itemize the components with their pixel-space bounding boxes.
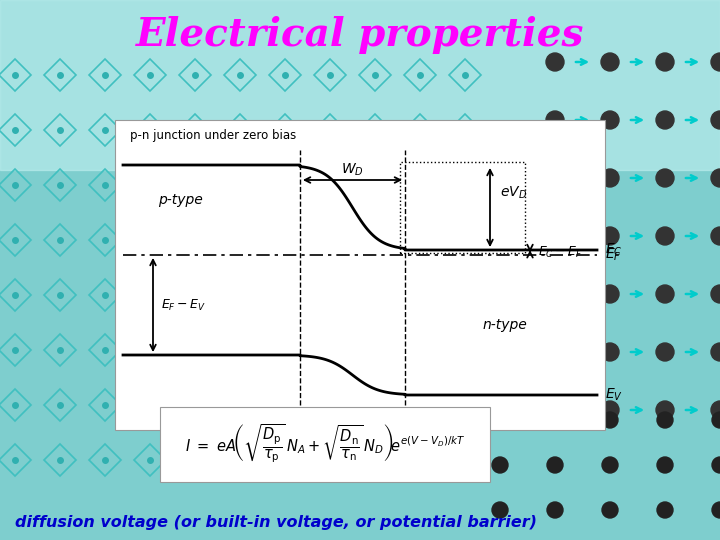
Circle shape <box>601 343 619 361</box>
Text: p-n junction under zero bias: p-n junction under zero bias <box>130 130 296 143</box>
Circle shape <box>601 111 619 129</box>
Circle shape <box>546 227 564 245</box>
Bar <box>0 0 720 170</box>
Text: $E_C$: $E_C$ <box>605 242 623 258</box>
Circle shape <box>601 227 619 245</box>
Circle shape <box>657 502 673 518</box>
Bar <box>115 120 605 430</box>
Circle shape <box>712 502 720 518</box>
Circle shape <box>546 53 564 71</box>
Circle shape <box>656 169 674 187</box>
Circle shape <box>656 111 674 129</box>
Text: $E_C - E_F$: $E_C - E_F$ <box>538 245 582 260</box>
Circle shape <box>547 502 563 518</box>
Circle shape <box>602 412 618 428</box>
Circle shape <box>656 401 674 419</box>
Circle shape <box>492 502 508 518</box>
Circle shape <box>601 53 619 71</box>
Circle shape <box>546 169 564 187</box>
Circle shape <box>712 457 720 473</box>
Circle shape <box>711 169 720 187</box>
Circle shape <box>656 285 674 303</box>
Circle shape <box>601 169 619 187</box>
Circle shape <box>546 343 564 361</box>
Circle shape <box>546 111 564 129</box>
Text: $W_D$: $W_D$ <box>341 161 364 178</box>
Circle shape <box>712 412 720 428</box>
Text: $E_F - E_V$: $E_F - E_V$ <box>161 298 206 313</box>
Circle shape <box>492 457 508 473</box>
Circle shape <box>601 285 619 303</box>
Circle shape <box>657 457 673 473</box>
Circle shape <box>656 343 674 361</box>
Circle shape <box>711 53 720 71</box>
Circle shape <box>547 412 563 428</box>
Circle shape <box>657 412 673 428</box>
Circle shape <box>711 401 720 419</box>
Text: n-type: n-type <box>482 318 527 332</box>
Text: $I \ = \ eA\!\left(\sqrt{\dfrac{D_{\rm p}}{\tau_{\rm p}}}\,N_A + \sqrt{\dfrac{D_: $I \ = \ eA\!\left(\sqrt{\dfrac{D_{\rm p… <box>185 423 465 466</box>
Circle shape <box>602 502 618 518</box>
Circle shape <box>601 401 619 419</box>
Circle shape <box>546 401 564 419</box>
Text: $E_F$: $E_F$ <box>605 247 621 263</box>
Bar <box>400 162 525 253</box>
Bar <box>160 407 490 482</box>
Circle shape <box>547 457 563 473</box>
Circle shape <box>546 285 564 303</box>
Circle shape <box>602 457 618 473</box>
Circle shape <box>711 285 720 303</box>
Circle shape <box>711 227 720 245</box>
Circle shape <box>656 53 674 71</box>
Text: diffusion voltage (or built-in voltage, or potential barrier): diffusion voltage (or built-in voltage, … <box>15 516 537 530</box>
Circle shape <box>492 412 508 428</box>
Circle shape <box>711 111 720 129</box>
Text: $E_V$: $E_V$ <box>605 387 623 403</box>
Circle shape <box>711 343 720 361</box>
Text: $eV_D$: $eV_D$ <box>500 184 527 201</box>
Circle shape <box>656 227 674 245</box>
Text: Electrical properties: Electrical properties <box>136 16 584 54</box>
Text: p-type: p-type <box>158 193 202 207</box>
